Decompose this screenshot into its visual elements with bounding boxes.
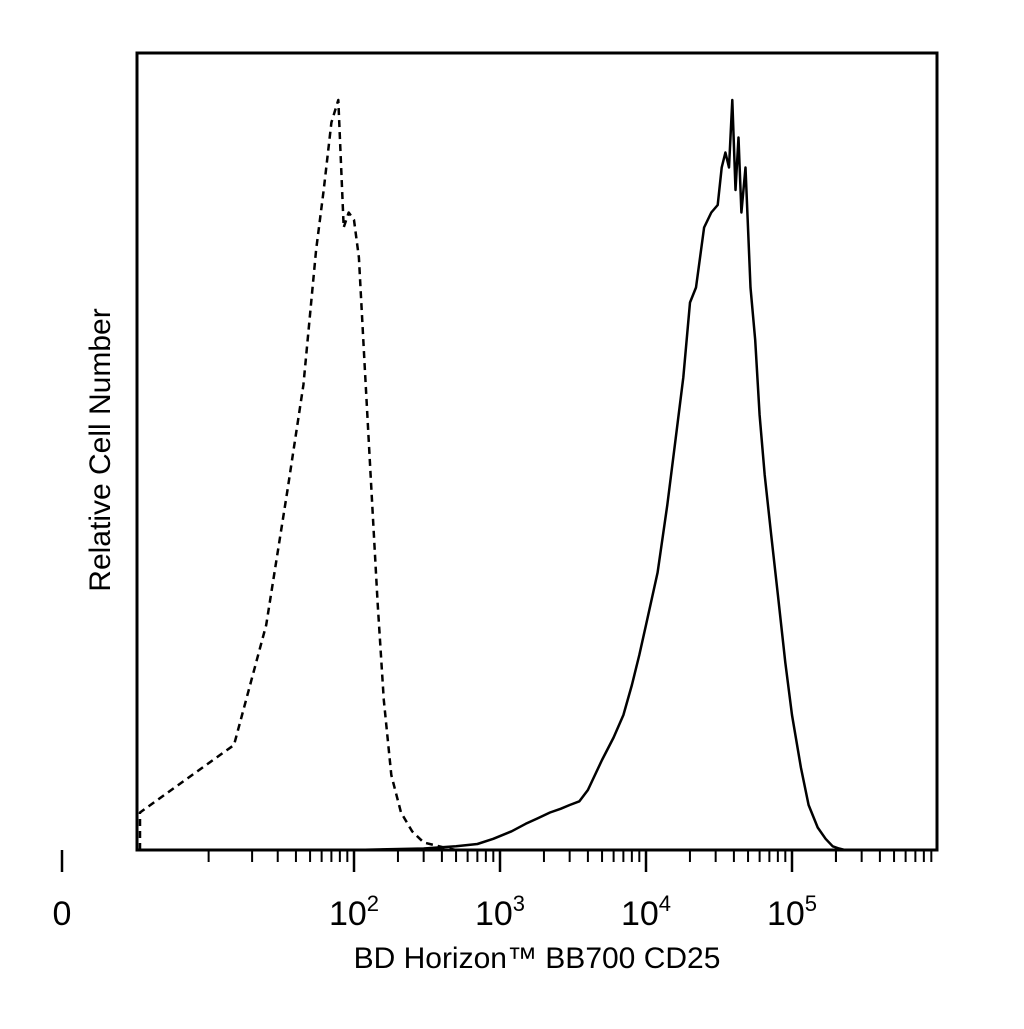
x-tick-label: 103 xyxy=(475,891,525,933)
series-layer xyxy=(138,98,846,852)
x-minor-ticks xyxy=(207,850,933,862)
x-tick-label: 104 xyxy=(621,891,671,933)
stained-sample-curve xyxy=(140,98,846,852)
y-axis-label: Relative Cell Number xyxy=(84,308,117,591)
x-tick-label: 105 xyxy=(767,891,817,933)
plot-frame xyxy=(135,51,939,852)
isotype-control-curve xyxy=(138,98,457,852)
x-major-ticks xyxy=(60,850,794,872)
x-tick-label: 0 xyxy=(53,895,72,933)
x-tick-label: 102 xyxy=(329,891,379,933)
x-axis-label: BD Horizon™ BB700 CD25 xyxy=(354,942,721,975)
x-tick-labels: 0 102 103 104 105 xyxy=(53,891,818,933)
